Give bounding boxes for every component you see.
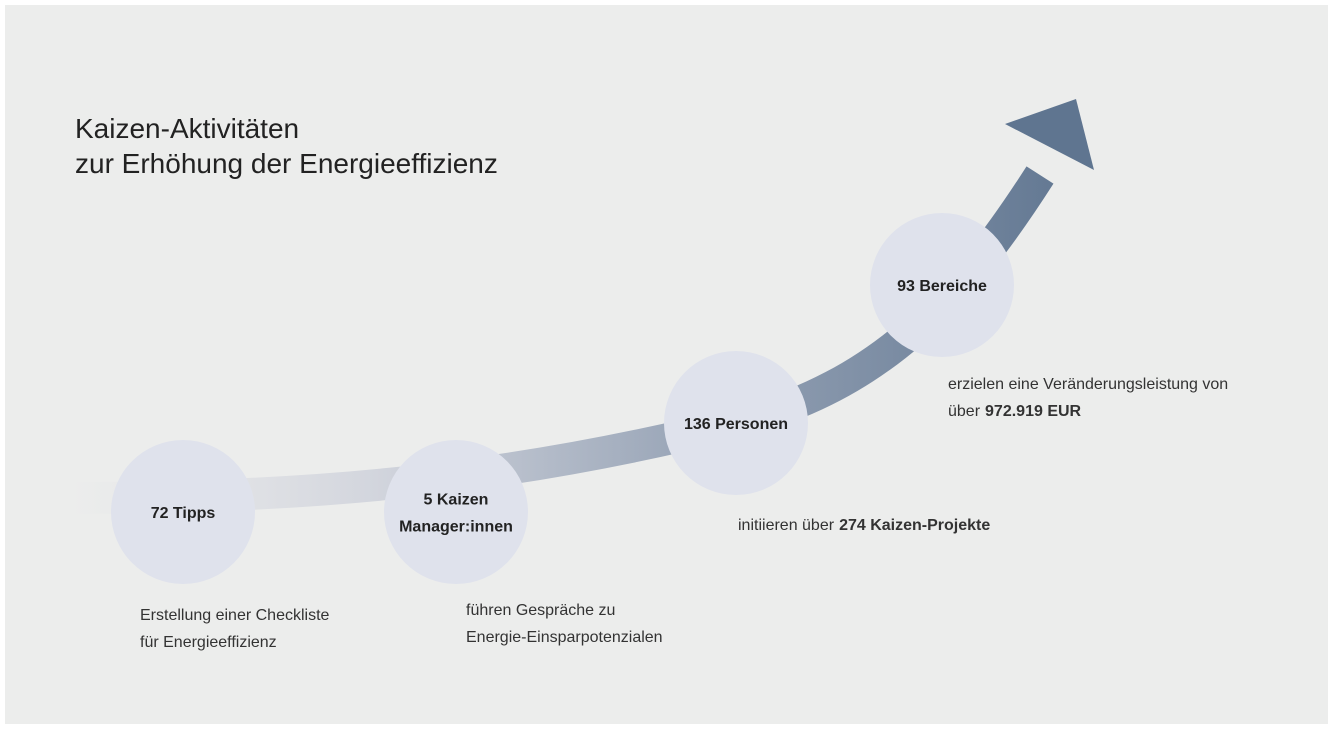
step-circle	[111, 440, 255, 584]
step-description: Energie-Einsparpotenzialen	[466, 629, 663, 646]
description-text: Energie-Einsparpotenzialen	[466, 629, 663, 646]
step-description: erzielen eine Veränderungsleistung von	[948, 376, 1228, 393]
step-circle	[870, 213, 1014, 357]
description-highlight: 274 Kaizen-Projekte	[839, 517, 990, 534]
step-description: über 972.919 EUR	[948, 403, 1082, 420]
step-label: 72 Tipps	[151, 505, 216, 522]
description-text: über	[948, 403, 981, 420]
step-label: 136 Personen	[684, 416, 788, 433]
step-label: 93 Bereiche	[897, 278, 987, 295]
description-highlight: 972.919 EUR	[985, 403, 1082, 420]
step-description: für Energieeffizienz	[140, 634, 277, 651]
step-circle	[384, 440, 528, 584]
step-label: Manager:innen	[399, 519, 513, 536]
description-text: führen Gespräche zu	[466, 602, 615, 619]
title-line: Kaizen-Aktivitäten	[75, 113, 299, 144]
title-line: zur Erhöhung der Energieeffizienz	[75, 148, 498, 179]
step-circle	[664, 351, 808, 495]
description-text: für Energieeffizienz	[140, 634, 277, 651]
step-label: 5 Kaizen	[424, 492, 489, 509]
step-description: führen Gespräche zu	[466, 602, 615, 619]
description-text: initiieren über	[738, 517, 835, 534]
content: Kaizen-Aktivitäten zur Erhöhung der Energ…	[75, 113, 1228, 651]
background	[5, 5, 1328, 724]
step-description: Erstellung einer Checkliste	[140, 607, 330, 624]
step-description: initiieren über 274 Kaizen-Projekte	[738, 517, 990, 534]
description-text: Erstellung einer Checkliste	[140, 607, 330, 624]
arrow-head	[1005, 99, 1094, 170]
description-text: erzielen eine Veränderungsleistung von	[948, 376, 1228, 393]
